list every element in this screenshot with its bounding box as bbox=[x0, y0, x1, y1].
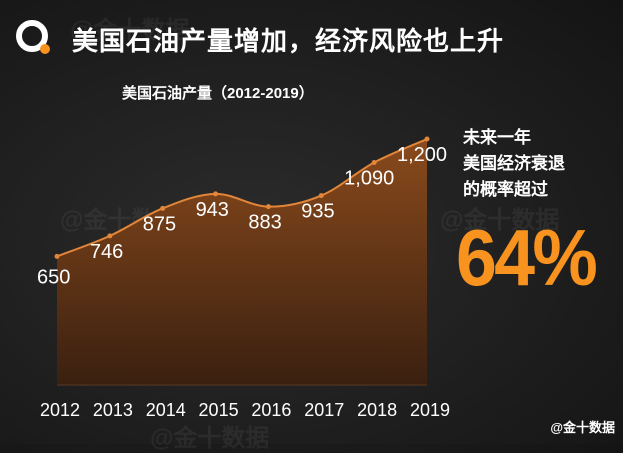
data-point bbox=[318, 193, 324, 199]
x-tick-label: 2017 bbox=[304, 400, 344, 420]
data-label: 935 bbox=[301, 201, 334, 223]
data-label: 746 bbox=[90, 241, 123, 263]
x-tick-label: 2019 bbox=[410, 400, 450, 420]
x-tick-label: 2016 bbox=[251, 400, 291, 420]
data-label: 1,090 bbox=[344, 168, 394, 190]
x-tick-label: 2012 bbox=[40, 400, 80, 420]
source-credit: @金十数据 bbox=[550, 420, 615, 435]
series-line bbox=[56, 138, 428, 258]
data-point bbox=[265, 204, 271, 210]
data-label: 883 bbox=[248, 212, 281, 234]
data-point bbox=[160, 205, 166, 211]
data-point bbox=[213, 191, 219, 197]
area-fill bbox=[57, 139, 427, 385]
side-note-line: 美国经济衰退 bbox=[463, 154, 565, 173]
x-tick-label: 2013 bbox=[93, 400, 133, 420]
data-point bbox=[424, 136, 430, 142]
probability-value: 64% bbox=[456, 213, 598, 302]
data-label: 943 bbox=[196, 199, 229, 221]
x-tick-label: 2014 bbox=[146, 400, 186, 420]
data-point bbox=[107, 233, 113, 239]
chart-title: 美国石油产量（2012-2019） bbox=[122, 85, 314, 102]
x-tick-label: 2015 bbox=[199, 400, 239, 420]
data-label: 875 bbox=[143, 213, 176, 235]
x-tick-label: 2018 bbox=[357, 400, 397, 420]
side-note: 未来一年 美国经济衰退 的概率超过 bbox=[463, 125, 613, 203]
data-point bbox=[54, 253, 60, 259]
logo-icon bbox=[16, 20, 50, 54]
data-point bbox=[371, 160, 377, 166]
headline: 美国石油产量增加，经济风险也上升 bbox=[72, 26, 505, 56]
side-note-line: 的概率超过 bbox=[463, 180, 548, 199]
data-label: 1,200 bbox=[397, 144, 447, 166]
side-note-line: 未来一年 bbox=[463, 128, 531, 147]
data-label: 650 bbox=[37, 266, 70, 288]
